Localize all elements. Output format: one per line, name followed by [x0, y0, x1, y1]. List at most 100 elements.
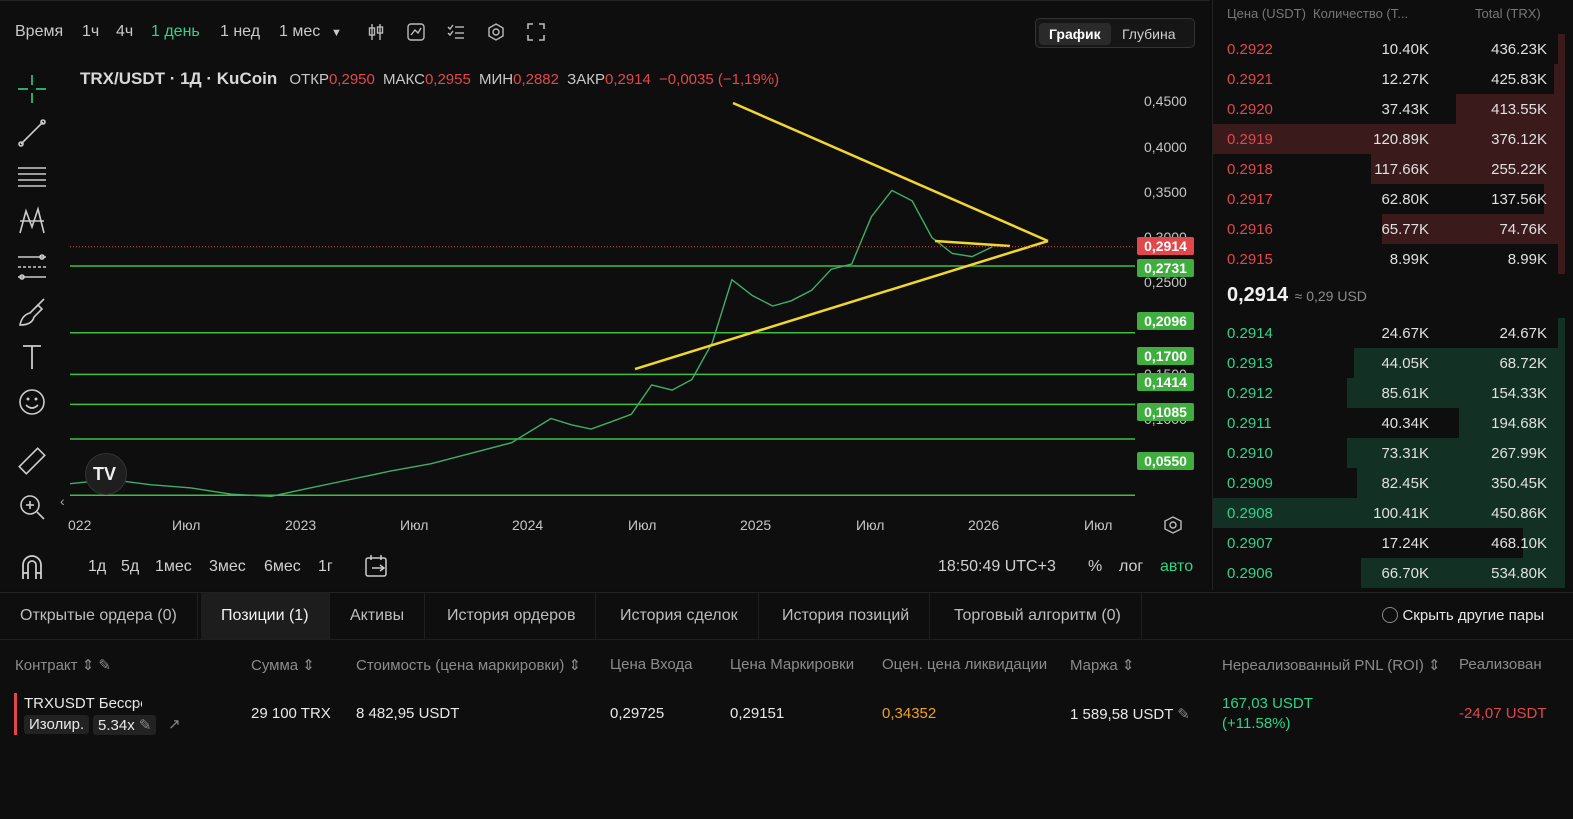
- date-range-icon[interactable]: [364, 554, 390, 578]
- range-1d[interactable]: 1д: [88, 558, 107, 575]
- ask-qty: 10.40K: [1381, 41, 1429, 58]
- range-1y[interactable]: 1г: [318, 558, 333, 575]
- ask-price: 0.2916: [1227, 221, 1273, 238]
- collapse-arrow-icon[interactable]: ‹: [60, 493, 65, 509]
- bid-row[interactable]: 0.2914 24.67K 24.67K: [1213, 318, 1565, 348]
- settings-icon[interactable]: [487, 23, 505, 41]
- indicators-icon[interactable]: [367, 23, 385, 41]
- timeframe-dropdown-icon[interactable]: ▼: [331, 27, 342, 39]
- price-tag-level: 0,0550: [1137, 452, 1194, 470]
- col-margin[interactable]: Маржа ⇕: [1070, 657, 1135, 674]
- auto-toggle[interactable]: авто: [1160, 558, 1194, 575]
- timeframe-1m[interactable]: 1 мес: [279, 23, 321, 40]
- brush-icon[interactable]: [16, 297, 48, 329]
- bid-depth-bar: [1361, 558, 1565, 588]
- x-tick: 022: [68, 517, 92, 533]
- tab-1[interactable]: Позиции (1): [201, 593, 330, 639]
- emoji-icon[interactable]: [16, 386, 48, 418]
- ask-row[interactable]: 0.2921 12.27K 425.83K: [1213, 64, 1565, 94]
- bid-row[interactable]: 0.2911 40.34K 194.68K: [1213, 408, 1565, 438]
- bid-row[interactable]: 0.2906 66.70K 534.80K: [1213, 558, 1565, 588]
- hide-pairs-toggle[interactable]: Скрыть другие пары: [1382, 607, 1544, 625]
- magnet-icon[interactable]: [16, 551, 48, 583]
- leverage-badge[interactable]: 5.34x ✎: [93, 715, 157, 735]
- bid-row[interactable]: 0.2910 73.31K 267.99K: [1213, 438, 1565, 468]
- ask-row[interactable]: 0.2916 65.77K 74.76K: [1213, 214, 1565, 244]
- tradingview-logo[interactable]: TV: [85, 453, 127, 495]
- text-icon[interactable]: [16, 341, 48, 373]
- percent-toggle[interactable]: %: [1088, 558, 1103, 575]
- range-5d[interactable]: 5д: [121, 558, 140, 575]
- horizontal-lines-icon[interactable]: [16, 161, 48, 193]
- ask-row[interactable]: 0.2922 10.40K 436.23K: [1213, 34, 1565, 64]
- log-toggle[interactable]: лог: [1119, 558, 1144, 575]
- bid-row[interactable]: 0.2912 85.61K 154.33K: [1213, 378, 1565, 408]
- x-tick: Июл: [856, 517, 885, 533]
- ask-row[interactable]: 0.2917 62.80K 137.56K: [1213, 184, 1565, 214]
- ask-qty: 62.80K: [1381, 191, 1429, 208]
- axis-settings-icon[interactable]: [1163, 516, 1183, 534]
- col-value[interactable]: Стоимость (цена маркировки) ⇕: [356, 657, 582, 674]
- ask-depth-bar: [1558, 34, 1565, 64]
- ask-total: 376.12K: [1491, 131, 1547, 148]
- range-6m[interactable]: 6мес: [264, 558, 301, 575]
- zoom-in-icon[interactable]: [16, 491, 48, 523]
- hide-pairs-radio[interactable]: [1382, 607, 1398, 623]
- fib-icon[interactable]: [16, 251, 48, 283]
- pattern-icon[interactable]: [16, 205, 48, 237]
- ask-price: 0.2915: [1227, 251, 1273, 268]
- ask-row[interactable]: 0.2920 37.43K 413.55K: [1213, 94, 1565, 124]
- triangle-inner-line: [934, 239, 1011, 248]
- tab-6[interactable]: Торговый алгоритм (0): [934, 593, 1142, 639]
- tab-3[interactable]: История ордеров: [427, 593, 597, 639]
- crosshair-icon[interactable]: [16, 73, 48, 105]
- ask-row[interactable]: 0.2918 117.66K 255.22K: [1213, 154, 1565, 184]
- ask-total: 8.99K: [1507, 251, 1547, 268]
- range-1m[interactable]: 1мес: [155, 558, 192, 575]
- timeframe-1d[interactable]: 1 день: [151, 23, 200, 40]
- ask-row[interactable]: 0.2915 8.99K 8.99K: [1213, 244, 1565, 274]
- tab-5[interactable]: История позиций: [762, 593, 931, 639]
- tab-0[interactable]: Открытые ордера (0): [0, 593, 198, 639]
- tab-2[interactable]: Активы: [330, 593, 426, 639]
- col-amount[interactable]: Сумма ⇕: [251, 657, 315, 674]
- col-contract[interactable]: Контракт ⇕ ✎: [15, 657, 112, 674]
- bid-row[interactable]: 0.2913 44.05K 68.72K: [1213, 348, 1565, 378]
- ask-depth-bar: [1558, 244, 1565, 274]
- contract-name[interactable]: TRXUSDT Бессрочный: [24, 695, 142, 712]
- margin-value[interactable]: 1 589,58 USDT ✎: [1070, 706, 1190, 723]
- chart-type-icon[interactable]: [407, 23, 425, 41]
- tab-4[interactable]: История сделок: [600, 593, 759, 639]
- divider: [0, 639, 1573, 640]
- contract-arrow-icon[interactable]: ›: [136, 695, 141, 712]
- ask-row[interactable]: 0.2919 120.89K 376.12K: [1213, 124, 1565, 154]
- x-tick: Июл: [400, 517, 429, 533]
- price-chart[interactable]: [70, 59, 1135, 511]
- trendline-icon[interactable]: [16, 117, 48, 149]
- ask-depth-bar: [1456, 94, 1565, 124]
- timeframe-4h[interactable]: 4ч: [116, 23, 134, 40]
- mid-price-usd: ≈ 0,29 USD: [1294, 288, 1367, 304]
- timeframe-1h[interactable]: 1ч: [82, 23, 100, 40]
- ask-depth-bar: [1213, 124, 1565, 154]
- templates-icon[interactable]: [447, 23, 465, 41]
- view-depth-button[interactable]: Глубина: [1122, 26, 1176, 42]
- liquidation-price: 0,34352: [882, 705, 937, 722]
- col-pnl[interactable]: Нереализованный PNL (ROI) ⇕: [1222, 657, 1441, 674]
- bid-total: 468.10K: [1491, 535, 1547, 552]
- bid-row[interactable]: 0.2909 82.45K 350.45K: [1213, 468, 1565, 498]
- positions-panel: Открытые ордера (0) Позиции (1) Активы Исто…: [0, 592, 1573, 819]
- x-tick: Июл: [1084, 517, 1113, 533]
- share-icon[interactable]: ↗: [168, 716, 181, 733]
- fullscreen-icon[interactable]: [527, 23, 545, 41]
- bid-qty: 17.24K: [1381, 535, 1429, 552]
- bid-row[interactable]: 0.2908 100.41K 450.86K: [1213, 498, 1565, 528]
- view-chart-button[interactable]: График: [1039, 23, 1111, 45]
- x-tick: 2025: [740, 517, 772, 533]
- margin-mode-badge[interactable]: Изолир.: [24, 715, 90, 734]
- ruler-icon[interactable]: [16, 445, 48, 477]
- bid-row[interactable]: 0.2907 17.24K 468.10K: [1213, 528, 1565, 558]
- bid-depth-bar: [1347, 438, 1565, 468]
- range-3m[interactable]: 3мес: [209, 558, 246, 575]
- timeframe-1w[interactable]: 1 нед: [220, 23, 261, 40]
